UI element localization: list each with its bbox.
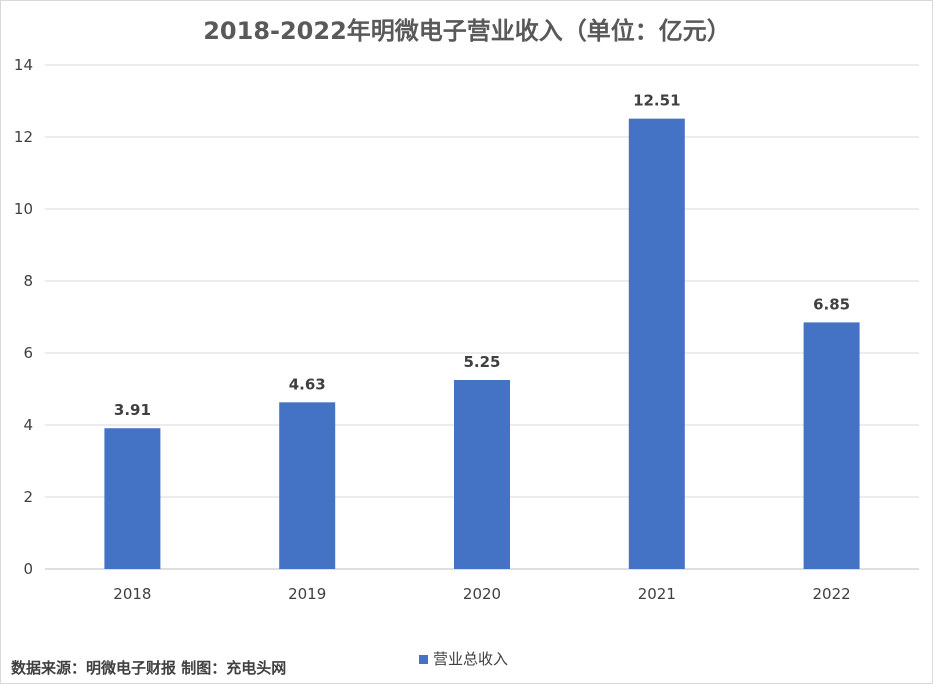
- x-tick-label-2021: 2021: [638, 585, 676, 603]
- x-tick-label-2022: 2022: [813, 585, 851, 603]
- x-axis: 2018 2019 2020 2021 2022: [113, 585, 850, 603]
- data-label-2021: 12.51: [633, 92, 680, 110]
- y-tick-label: 8: [23, 272, 33, 290]
- bars: [104, 118, 860, 569]
- data-labels: 3.91 4.63 5.25 12.51 6.85: [114, 92, 850, 420]
- x-tick-label-2018: 2018: [113, 585, 151, 603]
- y-tick-label: 4: [23, 416, 33, 434]
- data-label-2022: 6.85: [813, 295, 850, 313]
- data-label-2018: 3.91: [114, 401, 151, 419]
- chart-title: 2018-2022年明微电子营业收入（单位：亿元）: [203, 17, 731, 45]
- legend-swatch: [419, 655, 428, 664]
- bar-2021: [628, 118, 685, 569]
- y-tick-label: 6: [23, 344, 33, 362]
- y-tick-label: 0: [23, 560, 33, 578]
- y-tick-label: 12: [14, 128, 33, 146]
- source-note: 数据来源：明微电子财报 制图：充电头网: [11, 659, 286, 677]
- bar-2018: [104, 428, 161, 569]
- y-tick-label: 2: [23, 488, 33, 506]
- x-tick-label-2019: 2019: [288, 585, 326, 603]
- legend-label: 营业总收入: [433, 650, 508, 668]
- data-label-2020: 5.25: [463, 353, 500, 371]
- bar-2020: [454, 380, 510, 569]
- y-axis: 0 2 4 6 8 10 12 14: [14, 56, 33, 578]
- legend: 营业总收入: [419, 650, 508, 668]
- bar-2019: [279, 402, 336, 569]
- y-tick-label: 10: [14, 200, 33, 218]
- y-tick-label: 14: [14, 56, 33, 74]
- x-tick-label-2020: 2020: [463, 585, 501, 603]
- data-label-2019: 4.63: [289, 375, 326, 393]
- bar-2022: [803, 322, 860, 569]
